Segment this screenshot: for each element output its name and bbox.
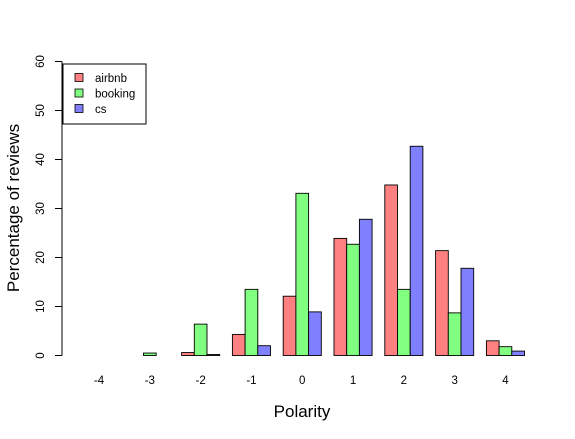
bar-booking--2 (193, 323, 208, 356)
y-tick-label: 50 (35, 104, 47, 117)
x-tick-label: 1 (350, 375, 356, 387)
y-tick-label: 30 (35, 202, 47, 215)
x-axis-label: Polarity (274, 402, 331, 421)
y-axis: 0 10 20 30 40 50 60 (35, 55, 63, 359)
x-tick-label: 0 (299, 375, 305, 387)
bars-layer (143, 145, 525, 356)
legend-swatch-airbnb (74, 73, 84, 82)
bar-cs-0 (308, 311, 322, 356)
y-tick-label: 10 (35, 300, 47, 313)
bar-cs-2 (409, 145, 424, 356)
y-axis-label: Percentage of reviews (4, 124, 23, 292)
y-tick-label: 20 (35, 251, 47, 264)
bar-cs--1 (257, 345, 271, 356)
x-axis: -4 -3 -2 -1 0 1 2 3 4 (94, 375, 509, 387)
bar-booking-2 (397, 288, 411, 356)
bar-airbnb-2 (384, 184, 398, 356)
legend-label-airbnb: airbnb (95, 73, 127, 85)
bar-booking-3 (447, 312, 462, 356)
bar-airbnb-0 (282, 295, 297, 356)
bar-cs-1 (358, 218, 373, 356)
x-tick-label: -1 (246, 375, 256, 387)
y-tick-label: 60 (35, 55, 47, 68)
bar-booking-4 (498, 346, 513, 356)
bar-booking-1 (346, 243, 360, 356)
bar-booking--1 (244, 288, 259, 356)
x-tick-label: -3 (145, 375, 155, 387)
x-tick-label: 2 (401, 375, 407, 387)
bar-cs-3 (460, 267, 475, 356)
bar-cs-4 (511, 350, 525, 356)
y-tick-label: 0 (35, 352, 47, 358)
bar-airbnb-4 (485, 340, 500, 356)
legend-swatch-cs (74, 104, 84, 113)
bar-airbnb-3 (435, 250, 449, 356)
x-tick-label: -2 (196, 375, 206, 387)
legend-label-booking: booking (95, 89, 135, 101)
x-tick-label: 4 (502, 375, 509, 387)
bar-airbnb-1 (333, 237, 348, 356)
bar-airbnb--2 (181, 352, 195, 356)
legend-label-cs: cs (95, 104, 107, 116)
bar-cs--2 (206, 354, 221, 356)
x-tick-label: 3 (451, 375, 457, 387)
legend-swatch-booking (74, 88, 84, 98)
bar-airbnb--1 (231, 333, 246, 356)
bar-booking-0 (295, 192, 310, 356)
y-tick-label: 40 (35, 153, 47, 166)
x-tick-label: -4 (94, 375, 105, 387)
bar-booking--3 (143, 352, 157, 356)
legend: airbnb booking cs (62, 63, 147, 125)
